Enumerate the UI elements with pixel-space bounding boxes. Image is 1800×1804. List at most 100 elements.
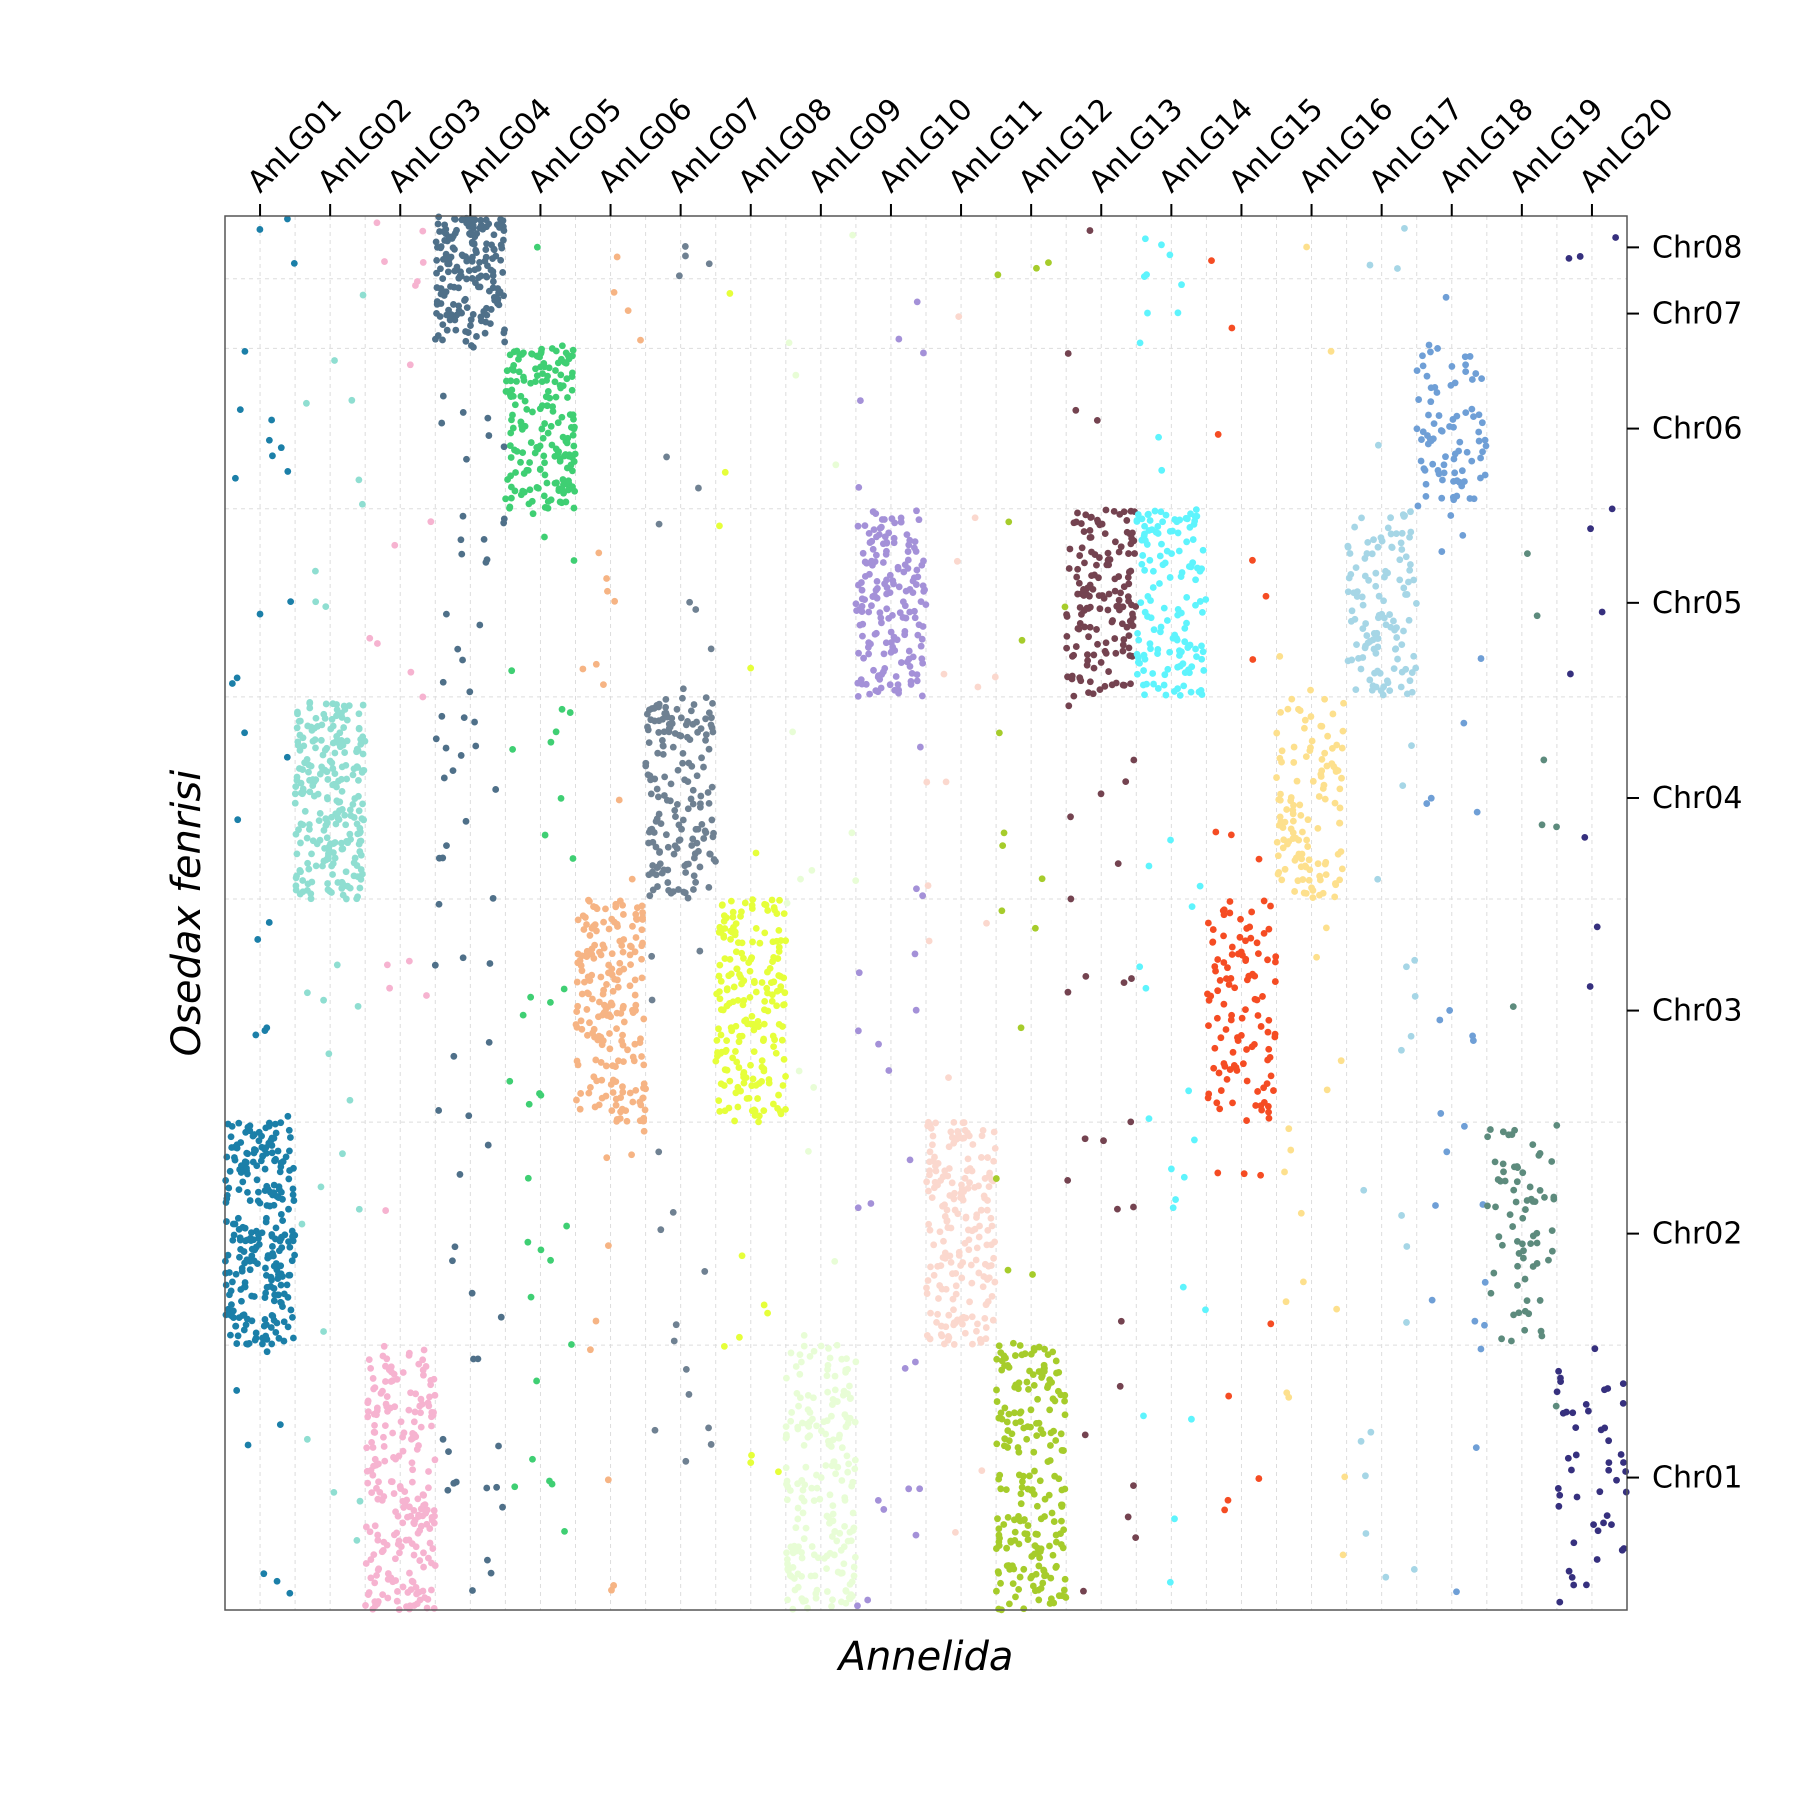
data-point (936, 1282, 944, 1289)
data-point (871, 630, 879, 638)
data-point (266, 1202, 274, 1210)
data-point (333, 712, 340, 720)
data-point (1290, 743, 1298, 751)
data-point (619, 1004, 627, 1012)
data-point (1085, 633, 1092, 641)
data-point (684, 733, 691, 741)
data-point (329, 722, 337, 730)
data-point (1568, 1466, 1575, 1474)
data-point (782, 1105, 789, 1113)
data-point (1059, 1544, 1067, 1552)
data-point (1187, 688, 1195, 696)
data-point (238, 1297, 245, 1305)
data-point (995, 1525, 1003, 1533)
data-point (1482, 442, 1490, 450)
data-point (760, 1107, 768, 1115)
data-point (1156, 580, 1163, 587)
data-point (355, 724, 363, 732)
data-point (911, 950, 919, 958)
data-point (370, 1551, 378, 1559)
data-point (1410, 1565, 1418, 1573)
data-point (1298, 850, 1306, 858)
data-point (955, 313, 963, 321)
data-point (1142, 984, 1150, 992)
data-point (484, 262, 491, 270)
data-point (1521, 1326, 1529, 1334)
data-point (1538, 1332, 1546, 1340)
data-point (844, 1468, 852, 1476)
data-point (971, 514, 979, 522)
data-point (968, 1279, 976, 1287)
data-point (1450, 423, 1457, 431)
data-point (369, 1605, 377, 1613)
data-point (1240, 1170, 1248, 1178)
data-point (1052, 1357, 1060, 1365)
data-point (678, 825, 685, 833)
y-tick-label: Chr06 (1652, 412, 1742, 447)
data-point (613, 1115, 621, 1123)
data-point (1063, 644, 1071, 652)
data-point (1012, 1593, 1019, 1601)
data-point (463, 304, 471, 312)
data-point (346, 884, 354, 892)
data-point (1302, 753, 1310, 761)
data-point (981, 1194, 989, 1202)
data-point (417, 1505, 425, 1513)
data-point (286, 1243, 294, 1251)
data-point (787, 1417, 795, 1425)
data-point (662, 703, 670, 711)
data-point (1459, 532, 1467, 539)
x-axis-ticks: AnLG01AnLG02AnLG03AnLG04AnLG05AnLG06AnLG… (241, 92, 1681, 216)
data-point (732, 1089, 740, 1097)
data-point (687, 707, 695, 715)
data-point (823, 1588, 831, 1595)
data-point (1353, 588, 1361, 596)
data-point (959, 1196, 967, 1204)
data-point (1141, 655, 1149, 663)
data-point (1309, 887, 1317, 894)
data-point (383, 1355, 391, 1363)
data-point (528, 497, 536, 505)
data-point (1117, 589, 1124, 597)
data-point (1163, 547, 1171, 555)
data-point (880, 1506, 888, 1513)
data-point (272, 1155, 279, 1163)
data-point (1605, 1437, 1613, 1445)
data-point (958, 1185, 966, 1193)
data-point (570, 504, 578, 512)
data-point (331, 749, 339, 757)
data-point (1136, 339, 1144, 347)
data-point (1149, 567, 1157, 575)
data-point (1171, 1515, 1178, 1523)
data-point (574, 916, 582, 924)
data-point (1109, 617, 1117, 624)
data-point (760, 1301, 768, 1309)
data-point (769, 1100, 777, 1108)
data-point (324, 886, 332, 894)
data-point (1214, 956, 1222, 963)
data-point (932, 1167, 940, 1175)
data-point (1442, 453, 1449, 461)
data-point (897, 518, 905, 526)
data-point (923, 1284, 930, 1292)
data-point (468, 257, 476, 265)
data-point (1003, 1418, 1011, 1426)
data-point (1015, 1448, 1023, 1456)
data-point (1314, 824, 1322, 832)
data-point (557, 371, 565, 379)
data-point (705, 1424, 712, 1432)
data-point (412, 1543, 420, 1551)
data-point (1082, 972, 1090, 980)
data-point (990, 1157, 998, 1165)
data-point (1318, 755, 1326, 763)
data-point (760, 1067, 768, 1075)
data-point (1116, 606, 1123, 614)
data-point (608, 1001, 616, 1009)
data-point (695, 484, 702, 492)
data-point (975, 1182, 982, 1190)
data-point (277, 1159, 285, 1167)
data-point (677, 714, 685, 722)
data-point (562, 498, 570, 506)
data-point (500, 329, 508, 337)
data-point (1255, 1475, 1263, 1482)
